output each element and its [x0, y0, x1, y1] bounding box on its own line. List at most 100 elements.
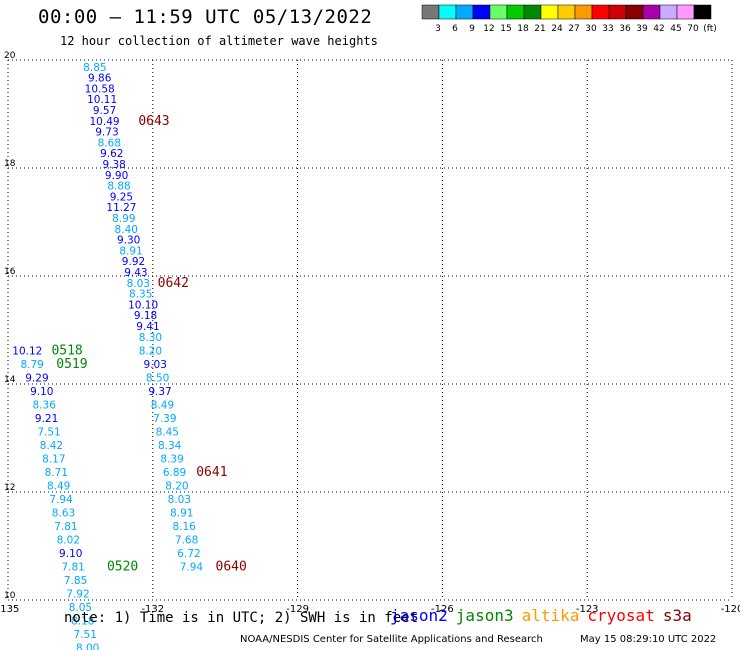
- wave-height-value: 9.29: [25, 372, 48, 384]
- color-scale-label: 12: [483, 24, 494, 34]
- color-scale-label: 30: [585, 24, 597, 34]
- wave-height-value: 7.51: [74, 629, 97, 641]
- latitude-tick-label: 20: [4, 51, 16, 61]
- wave-height-value: 10.11: [87, 94, 117, 106]
- latitude-tick-label: 18: [4, 159, 16, 169]
- color-scale-label: 9: [469, 24, 475, 34]
- footer-note: note: 1) Time is in UTC; 2) SWH is in fe…: [64, 610, 419, 626]
- wave-height-value: 9.21: [35, 413, 58, 425]
- satellite-legend-jason2: jason2: [390, 606, 448, 625]
- wave-height-value: 8.20: [165, 480, 188, 492]
- wave-height-value: 8.45: [156, 426, 179, 438]
- wave-height-value: 9.92: [122, 256, 145, 268]
- pass-time-label: 0643: [138, 114, 169, 129]
- credit-text: NOAA/NESDIS Center for Satellite Applica…: [240, 634, 543, 645]
- wave-height-value: 8.85: [83, 62, 106, 74]
- pass-time-label: 0640: [216, 559, 247, 574]
- wave-height-value: 9.03: [144, 359, 167, 371]
- wave-height-value: 8.71: [45, 467, 68, 479]
- color-scale-label: (ft): [703, 24, 717, 34]
- color-scale-label: 18: [517, 24, 529, 34]
- wave-height-value: 8.30: [139, 332, 162, 344]
- generated-timestamp: May 15 08:29:10 UTC 2022: [580, 634, 717, 645]
- wave-height-value: 8.91: [170, 507, 193, 519]
- satellite-legend: jason2 jason3 altika cryosat s3a: [390, 606, 700, 625]
- wave-height-value: 7.39: [153, 413, 176, 425]
- wave-height-value: 9.38: [102, 159, 125, 171]
- wave-height-value: 8.17: [42, 453, 65, 465]
- latitude-tick-label: 16: [4, 267, 16, 277]
- wave-height-value: 8.68: [98, 137, 121, 149]
- satellite-legend-jason3: jason3: [455, 606, 514, 625]
- wave-height-value: 8.05: [69, 602, 92, 614]
- pass-time-label: 0519: [56, 357, 87, 372]
- wave-height-value: 9.10: [30, 386, 53, 398]
- page-subtitle: 12 hour collection of altimeter wave hei…: [60, 34, 378, 48]
- wave-height-value: 8.88: [107, 181, 130, 193]
- wave-height-value: 9.18: [134, 310, 157, 322]
- wave-height-value: 8.35: [129, 289, 152, 301]
- wave-height-value: 9.62: [100, 148, 123, 160]
- wave-height-value: 8.34: [158, 440, 182, 452]
- latitude-tick-label: 14: [4, 375, 16, 385]
- color-scale-label: 3: [435, 24, 441, 34]
- wave-height-value: 8.79: [20, 359, 43, 371]
- wave-height-value: 8.40: [115, 224, 138, 236]
- wave-height-value: 11.27: [106, 202, 136, 214]
- wave-height-value: 8.91: [119, 245, 142, 257]
- wave-height-value: 10.58: [85, 83, 115, 95]
- color-scale-label: 33: [602, 24, 613, 34]
- longitude-tick-label: -123: [576, 604, 599, 615]
- wave-height-value: 8.03: [127, 278, 150, 290]
- color-scale-label: 42: [653, 24, 664, 34]
- color-scale-label: 24: [551, 24, 563, 34]
- wave-height-value: 9.86: [88, 73, 112, 85]
- pass-time-label: 0520: [107, 559, 138, 574]
- wave-height-value: 8.99: [112, 213, 135, 225]
- wave-height-value: 9.10: [59, 548, 82, 560]
- wave-height-value: 6.89: [163, 467, 186, 479]
- wave-height-value: 8.36: [33, 399, 57, 411]
- wave-height-value: 7.51: [37, 426, 60, 438]
- page-title: 00:00 – 11:59 UTC 05/13/2022: [38, 6, 373, 28]
- wave-height-value: 6.72: [177, 548, 200, 560]
- pass-time-label: 0518: [51, 343, 82, 358]
- wave-height-value: 8.42: [40, 440, 63, 452]
- wave-height-value: 7.92: [66, 588, 89, 600]
- wave-height-value: 7.68: [175, 534, 198, 546]
- satellite-legend-altika: altika: [521, 606, 580, 625]
- longitude-tick-label: -132: [141, 604, 164, 615]
- wave-height-value: 10.49: [90, 116, 120, 128]
- color-scale-label: 39: [636, 24, 648, 34]
- wave-height-value: 8.02: [57, 534, 80, 546]
- wave-height-value: 10.10: [128, 299, 158, 311]
- wave-height-value: 8.00: [76, 642, 99, 650]
- color-scale-label: 21: [534, 24, 545, 34]
- color-scale-legend: 3 6 9 12 15 18 21 24 27 30 33 36 39 42 45 70 (ft): [421, 4, 717, 34]
- wave-height-value: 9.90: [105, 170, 128, 182]
- wave-height-value: 7.94: [49, 494, 73, 506]
- longitude-tick-label: -126: [431, 604, 454, 615]
- longitude-tick-label: -135: [0, 604, 19, 615]
- wave-height-value: 9.30: [117, 235, 140, 247]
- wave-height-value: 9.73: [95, 127, 118, 139]
- latitude-tick-label: 10: [4, 591, 16, 601]
- wave-height-value: 9.43: [124, 267, 147, 279]
- satellite-legend-s3a: s3a: [662, 606, 692, 625]
- wave-height-value: 8.63: [52, 507, 75, 519]
- color-scale-label: 36: [619, 24, 631, 34]
- color-scale-label: 70: [687, 24, 699, 34]
- wave-height-value: 9.37: [148, 386, 171, 398]
- wave-height-value: 7.85: [64, 575, 87, 587]
- wave-height-value: 8.39: [160, 453, 183, 465]
- satellite-legend-cryosat: cryosat: [587, 606, 655, 625]
- latitude-tick-label: 12: [4, 483, 15, 493]
- wave-height-value: 8.49: [47, 480, 70, 492]
- wave-height-value: 8.50: [146, 372, 169, 384]
- longitude-tick-label: -129: [286, 604, 309, 615]
- wave-height-value: 8.49: [151, 399, 174, 411]
- color-scale-label: 27: [568, 24, 579, 34]
- color-scale-label: 6: [452, 24, 458, 34]
- pass-time-label: 0641: [196, 465, 227, 480]
